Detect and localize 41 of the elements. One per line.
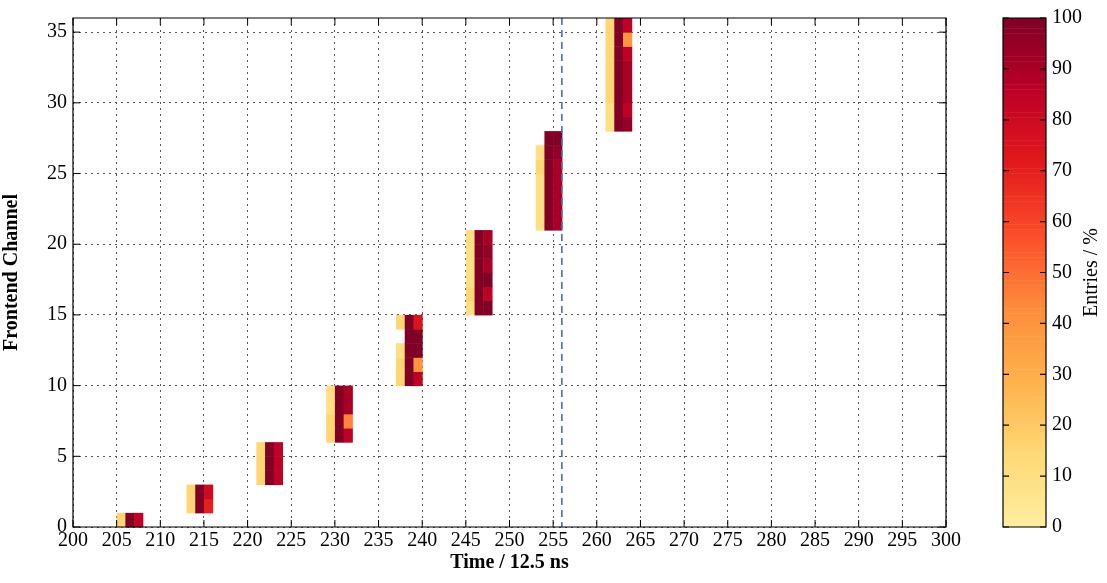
x-tick-label: 210	[145, 528, 176, 551]
x-tick-label: 270	[669, 528, 700, 551]
x-tick-label: 265	[625, 528, 656, 551]
color-bar-label: 20	[1052, 412, 1072, 435]
color-bar-label: 100	[1052, 5, 1082, 28]
x-tick-label: 205	[101, 528, 132, 551]
x-tick-label: 245	[450, 528, 481, 551]
y-tick-label: 15	[47, 302, 67, 325]
x-tick-label: 295	[887, 528, 918, 551]
x-tick-label: 255	[538, 528, 569, 551]
y-tick-label: 10	[47, 372, 67, 395]
color-bar-label: 70	[1052, 157, 1072, 180]
x-tick-label: 300	[931, 528, 961, 551]
x-tick-label: 260	[581, 528, 612, 551]
color-bar-label: 90	[1052, 56, 1072, 79]
color-bar-title: Entries / %	[1079, 228, 1102, 317]
y-tick-label: 35	[47, 19, 67, 42]
y-tick-label: 20	[47, 231, 67, 254]
color-bar-label: 50	[1052, 259, 1072, 282]
y-tick-label: 30	[47, 90, 67, 113]
x-tick-label: 235	[363, 528, 394, 551]
x-tick-label: 290	[843, 528, 874, 551]
y-axis-title: Frontend Channel	[0, 193, 22, 351]
x-tick-label: 215	[188, 528, 219, 551]
x-tick-label: 225	[276, 528, 307, 551]
x-tick-label: 285	[800, 528, 831, 551]
y-tick-label: 5	[57, 443, 67, 466]
color-bar-label: 40	[1052, 310, 1072, 333]
color-bar-label: 10	[1052, 463, 1072, 486]
color-bar-label: 80	[1052, 107, 1072, 130]
y-tick-label: 25	[47, 160, 67, 183]
x-tick-label: 280	[756, 528, 787, 551]
color-bar-label: 0	[1052, 514, 1062, 537]
x-tick-label: 240	[407, 528, 438, 551]
color-bar-label: 30	[1052, 361, 1072, 384]
x-tick-label: 230	[319, 528, 350, 551]
x-axis-title: Time / 12.5 ns	[450, 550, 569, 573]
x-tick-label: 220	[232, 528, 263, 551]
x-tick-label: 250	[494, 528, 525, 551]
x-tick-label: 275	[712, 528, 743, 551]
color-bar-label: 60	[1052, 208, 1072, 231]
